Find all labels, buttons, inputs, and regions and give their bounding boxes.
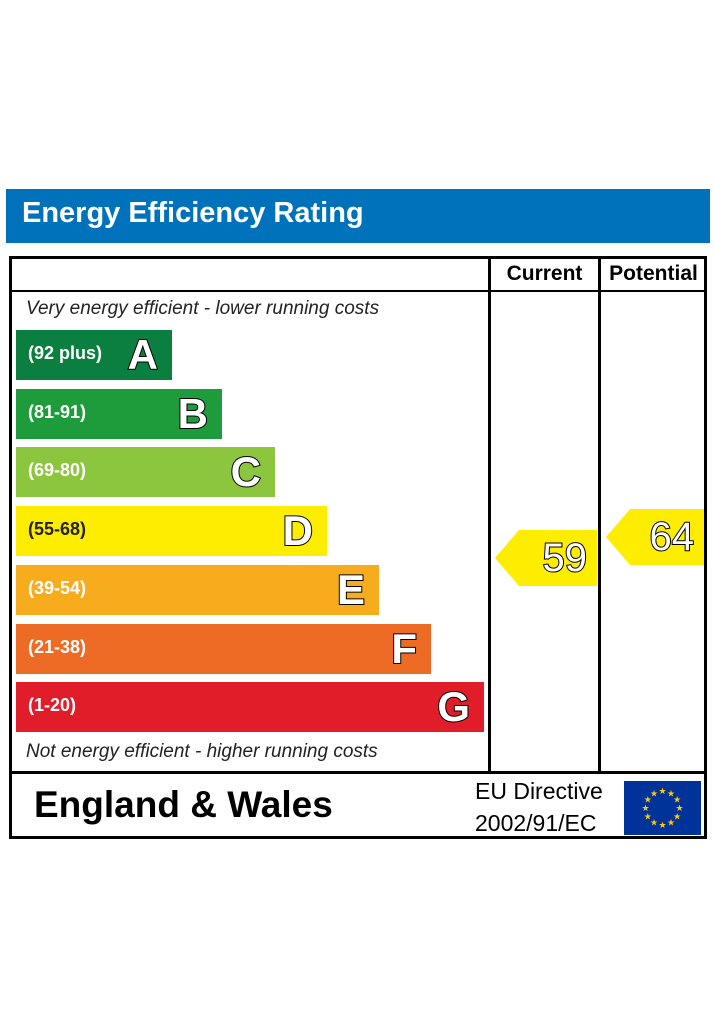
band-f-letter: F bbox=[390, 624, 418, 673]
star-icon: ★ bbox=[673, 813, 681, 823]
star-icon: ★ bbox=[667, 819, 675, 829]
current-rating-marker: 59 bbox=[495, 529, 597, 586]
band-g-range: (1-20) bbox=[28, 695, 77, 716]
band-d: (55-68) D bbox=[16, 506, 327, 557]
band-e: (39-54) E bbox=[16, 564, 379, 615]
header-rule bbox=[9, 290, 707, 292]
potential-rating-value: 64 bbox=[649, 514, 695, 560]
band-c-range: (69-80) bbox=[28, 460, 87, 481]
divider-potential bbox=[598, 256, 601, 774]
star-icon: ★ bbox=[658, 821, 666, 831]
band-a: (92 plus) A bbox=[16, 330, 172, 380]
eu-flag-icon: ★ ★ ★ ★ ★ ★ ★ ★ ★ ★ ★ ★ bbox=[624, 781, 701, 835]
star-icon: ★ bbox=[673, 796, 681, 806]
note-top: Very energy efficient - lower running co… bbox=[26, 298, 380, 319]
band-b-letter: B bbox=[177, 389, 209, 438]
band-g-letter: G bbox=[436, 682, 471, 731]
star-icon: ★ bbox=[650, 789, 658, 799]
band-d-range: (55-68) bbox=[28, 519, 87, 540]
column-current-label: Current bbox=[506, 262, 583, 285]
band-d-letter: D bbox=[282, 506, 314, 555]
directive-line-1: EU Directive bbox=[475, 778, 603, 804]
band-c: (69-80) C bbox=[16, 447, 275, 498]
star-icon: ★ bbox=[658, 787, 666, 797]
band-c-letter: C bbox=[230, 447, 262, 496]
note-bottom: Not energy efficient - higher running co… bbox=[26, 741, 378, 762]
rating-frame bbox=[9, 256, 707, 839]
footer-rule bbox=[9, 771, 707, 774]
band-e-letter: E bbox=[336, 565, 366, 614]
star-icon: ★ bbox=[644, 813, 652, 823]
region-label: England & Wales bbox=[34, 784, 333, 825]
star-icon: ★ bbox=[641, 804, 649, 814]
potential-rating-marker: 64 bbox=[606, 508, 704, 565]
band-b-range: (81-91) bbox=[28, 401, 87, 422]
directive-line-2: 2002/91/EC bbox=[475, 810, 597, 836]
star-icon: ★ bbox=[675, 804, 683, 814]
divider-current bbox=[488, 256, 491, 774]
band-a-letter: A bbox=[127, 330, 159, 379]
band-e-range: (39-54) bbox=[28, 577, 87, 598]
header-bar: Energy Efficiency Rating bbox=[6, 189, 710, 243]
current-rating-value: 59 bbox=[542, 535, 588, 581]
band-a-range: (92 plus) bbox=[28, 343, 103, 363]
band-f-range: (21-38) bbox=[28, 636, 87, 657]
star-icon: ★ bbox=[667, 789, 675, 799]
band-g: (1-20) G bbox=[16, 682, 484, 733]
current-arrow-shape bbox=[495, 529, 597, 586]
page-title: Energy Efficiency Rating bbox=[22, 197, 364, 229]
band-b: (81-91) B bbox=[16, 388, 222, 439]
band-f: (21-38) F bbox=[16, 623, 431, 674]
column-potential-label: Potential bbox=[609, 262, 698, 285]
star-icon: ★ bbox=[650, 819, 658, 829]
star-icon: ★ bbox=[644, 796, 652, 806]
potential-arrow-shape bbox=[606, 508, 704, 565]
